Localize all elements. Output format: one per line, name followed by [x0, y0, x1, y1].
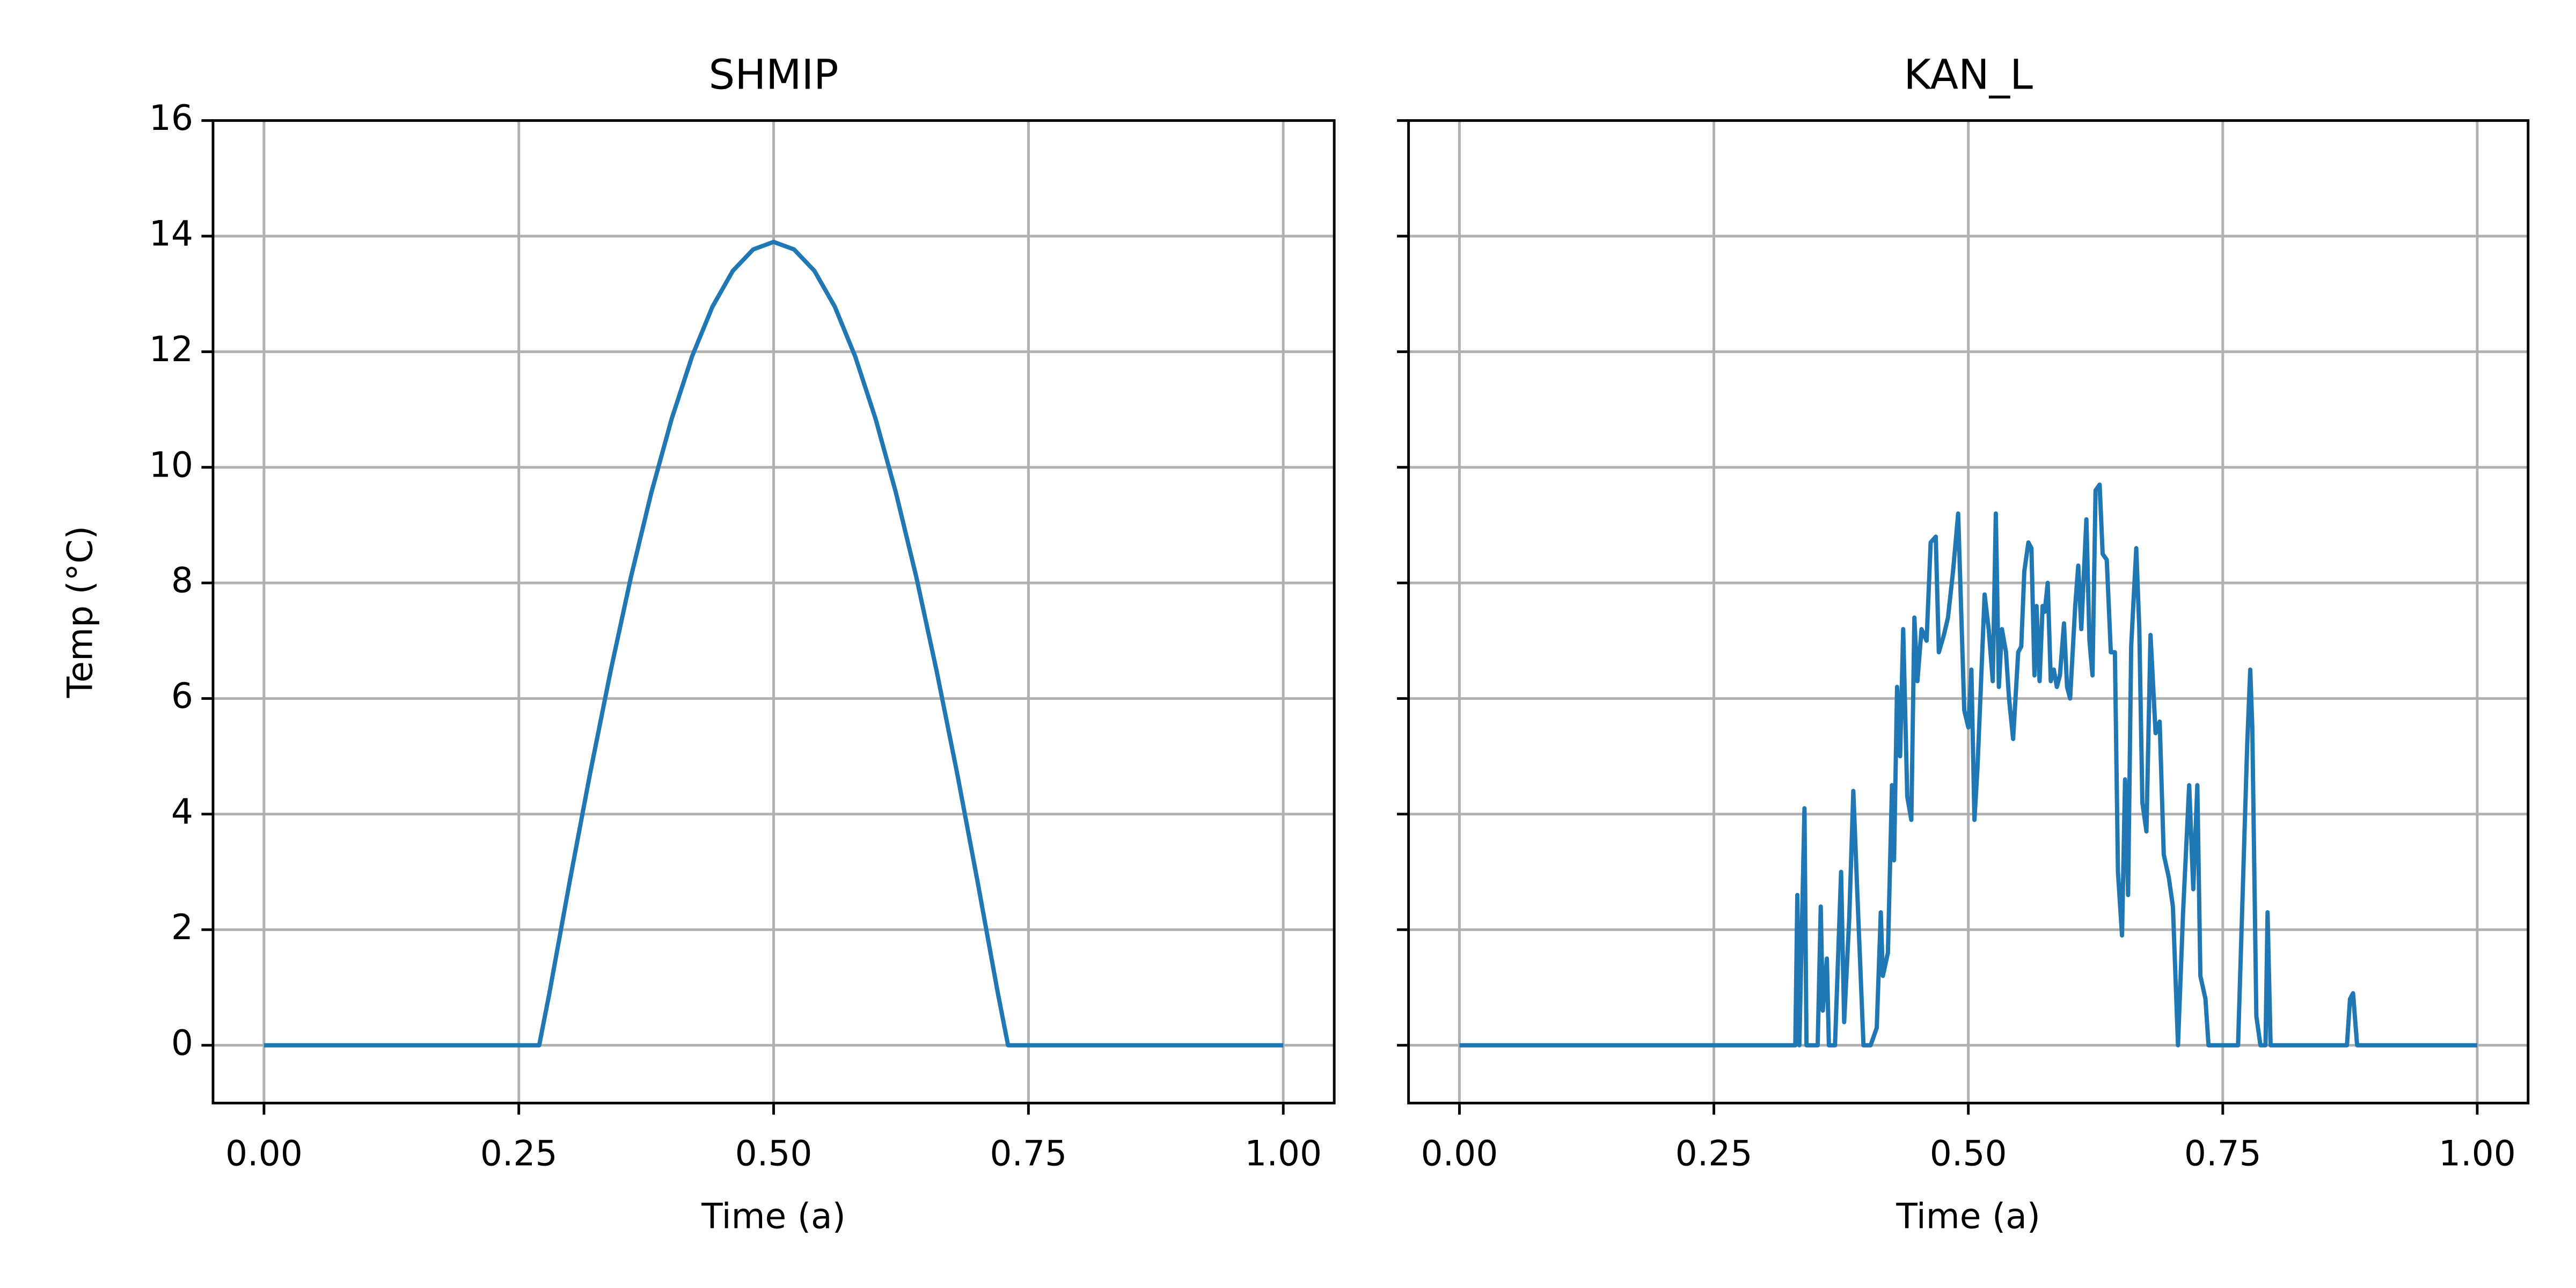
- x-axis-label: Time (a): [701, 1196, 846, 1236]
- x-tick-label: 0.25: [1675, 1133, 1753, 1174]
- x-tick-label: 0.50: [1930, 1133, 2007, 1174]
- x-tick-label: 0.75: [990, 1133, 1067, 1174]
- x-tick-label: 0.50: [735, 1133, 813, 1174]
- y-tick-label: 2: [171, 908, 193, 948]
- subplot-title: KAN_L: [1904, 52, 2033, 99]
- subplot-title: SHMIP: [709, 52, 839, 99]
- axes-frame: [211, 119, 1336, 1104]
- x-tick-label: 0.75: [2184, 1133, 2262, 1174]
- y-tick-label: 16: [149, 98, 193, 138]
- y-tick-label: 10: [149, 445, 193, 485]
- subplot: 0.00 0.25 0.50 0.75 1.00 KAN_L Time (a): [1397, 52, 2530, 1236]
- axes-frame: [1407, 119, 2530, 1104]
- x-tick-label: 1.00: [1245, 1133, 1322, 1174]
- y-axis-label: Temp (°C): [60, 526, 100, 699]
- y-tick-label: 14: [149, 214, 193, 254]
- data-line: [264, 239, 1284, 1048]
- x-axis-label: Time (a): [1896, 1196, 2040, 1236]
- x-tick-label: 0.25: [480, 1133, 558, 1174]
- x-tick-label: 0.00: [1421, 1133, 1498, 1174]
- y-tick-label: 8: [171, 561, 193, 601]
- y-tick-label: 12: [149, 330, 193, 370]
- y-tick-label: 6: [171, 676, 193, 716]
- data-line: [1459, 482, 2477, 1048]
- x-tick-label: 0.00: [225, 1133, 303, 1174]
- y-tick-label: 0: [171, 1023, 193, 1063]
- y-tick-label: 4: [171, 792, 193, 832]
- x-tick-label: 1.00: [2439, 1133, 2516, 1174]
- subplot: 0 2 4 6 8 10 12 14 16 0.00 0.25 0.50 0.75 1.00 SHMIP Ti…: [60, 52, 1336, 1236]
